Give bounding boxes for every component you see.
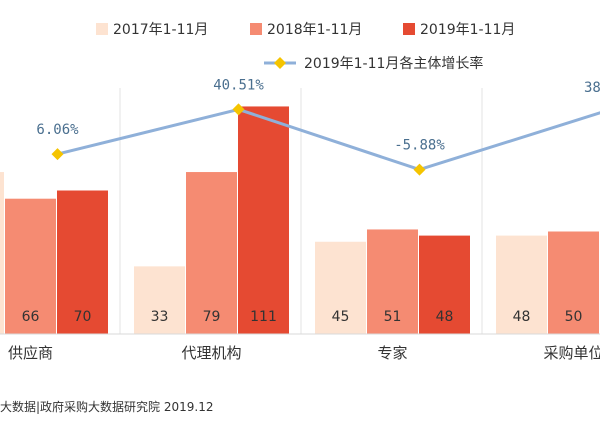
bars bbox=[0, 106, 599, 334]
legend-swatch bbox=[96, 23, 108, 35]
bar-value-label: 48 bbox=[513, 309, 531, 325]
bar-代理机构-2 bbox=[238, 106, 289, 334]
rate-marker bbox=[413, 163, 426, 176]
bar-供应商-2 bbox=[57, 190, 108, 334]
bar-value-label: 66 bbox=[22, 309, 40, 325]
bar-采购单位-0 bbox=[496, 235, 547, 334]
legend-label: 2017年1-11月 bbox=[113, 22, 208, 38]
legend-label: 2019年1-11月 bbox=[420, 22, 515, 38]
bar-value-label: 48 bbox=[436, 309, 454, 325]
rate-label: 6.06% bbox=[36, 122, 79, 138]
legend-label: 2018年1-11月 bbox=[267, 22, 362, 38]
bar-value-label: 50 bbox=[565, 309, 583, 325]
legend-swatch bbox=[250, 23, 262, 35]
rate-marker bbox=[232, 103, 245, 116]
legend-swatch bbox=[403, 23, 415, 35]
bar-value-label: 45 bbox=[332, 309, 350, 325]
bar-专家-2 bbox=[419, 235, 470, 334]
bar-value-label: 33 bbox=[151, 309, 169, 325]
legend-line-marker bbox=[274, 57, 286, 69]
bar-value-label: 70 bbox=[74, 309, 92, 325]
bar-供应商-0 bbox=[0, 172, 4, 334]
legend: 2017年1-11月 2018年1-11月 2019年1-11月 2019年1-11月… bbox=[96, 22, 515, 72]
rate-label: 40.51% bbox=[213, 77, 264, 93]
bar-采购单位-1 bbox=[548, 231, 599, 334]
bar-代理机构-0 bbox=[134, 266, 185, 334]
bar-供应商-1 bbox=[5, 198, 56, 334]
category-label: 代理机构 bbox=[181, 344, 241, 362]
growth-rate-polyline bbox=[57, 107, 600, 172]
bar-代理机构-1 bbox=[186, 172, 237, 334]
category-label: 专家 bbox=[377, 344, 407, 362]
bar-value-label: 79 bbox=[203, 309, 221, 325]
rate-marker bbox=[51, 148, 64, 161]
rate-label: -5.88% bbox=[394, 138, 445, 154]
source-note: 大数据|政府采购大数据研究院 2019.12 bbox=[0, 400, 214, 414]
bar-专家-1 bbox=[367, 229, 418, 334]
bar-value-label: 111 bbox=[250, 309, 277, 325]
rate-label: 38 bbox=[584, 80, 600, 96]
bar-专家-0 bbox=[315, 241, 366, 334]
bar-labels: 66 70 33 79 111 45 51 48 48 50 bbox=[22, 309, 583, 325]
category-label: 供应商 bbox=[8, 344, 53, 362]
category-label: 采购单位 bbox=[543, 344, 600, 362]
category-labels: 供应商 代理机构 专家 采购单位 bbox=[8, 344, 600, 362]
bar-value-label: 51 bbox=[384, 309, 402, 325]
growth-rate-line: 6.06% 40.51% -5.88% 38 bbox=[36, 77, 600, 176]
legend-label: 2019年1-11月各主体增长率 bbox=[304, 55, 483, 72]
